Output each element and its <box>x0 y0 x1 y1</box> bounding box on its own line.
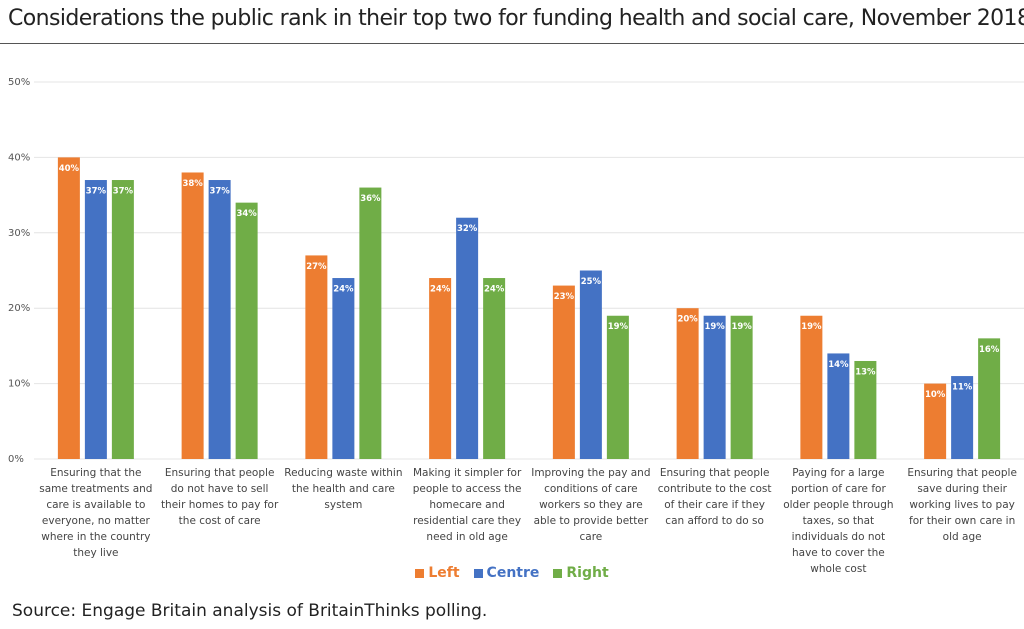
bar <box>978 338 1001 459</box>
x-tick-label: Ensuring that people save during their w… <box>907 467 1017 543</box>
x-tick-label: Ensuring that the same treatments and ca… <box>39 467 153 559</box>
legend-item: Right <box>553 565 609 581</box>
x-tick-label: Improving the pay and conditions of care… <box>531 467 651 543</box>
bar <box>111 180 134 459</box>
y-tick-label: 10% <box>8 379 30 390</box>
data-label: 10% <box>925 390 946 400</box>
data-label: 11% <box>952 383 973 393</box>
data-label: 27% <box>306 262 327 272</box>
y-tick-label: 30% <box>8 228 30 239</box>
data-label: 36% <box>360 194 381 204</box>
bar <box>606 315 629 459</box>
bar <box>854 360 877 459</box>
data-label: 25% <box>581 277 602 287</box>
data-label: 19% <box>801 322 822 332</box>
legend-label: Left <box>428 565 460 581</box>
x-tick-label: Reducing waste within the health and car… <box>284 467 403 511</box>
legend-swatch <box>473 568 483 578</box>
bar <box>456 217 479 459</box>
bar <box>483 278 506 459</box>
bar <box>359 187 382 459</box>
chart-title: Considerations the public rank in their … <box>8 6 1024 31</box>
data-label: 13% <box>855 367 876 377</box>
bar <box>579 270 602 459</box>
y-tick-label: 50% <box>8 77 30 88</box>
bar <box>827 353 850 459</box>
x-tick-label: Ensuring that people contribute to the c… <box>657 467 772 527</box>
x-tick-label: Making it simpler for people to access t… <box>412 467 522 543</box>
legend-item: Left <box>415 565 460 581</box>
bar <box>332 278 355 459</box>
bar <box>924 383 947 459</box>
source-note: Source: Engage Britain analysis of Brita… <box>12 601 488 621</box>
data-label: 19% <box>704 322 725 332</box>
data-label: 19% <box>731 322 752 332</box>
data-label: 14% <box>828 360 849 370</box>
bar <box>730 315 753 459</box>
bar <box>703 315 726 459</box>
data-label: 24% <box>333 285 354 295</box>
data-label: 20% <box>677 315 698 325</box>
bar <box>800 315 823 459</box>
data-label: 16% <box>979 345 1000 355</box>
legend-swatch <box>415 568 425 578</box>
data-label: 37% <box>209 187 230 197</box>
bar <box>951 376 974 459</box>
y-tick-label: 0% <box>8 454 24 465</box>
y-tick-label: 20% <box>8 303 30 314</box>
bar <box>305 255 328 459</box>
bar <box>552 285 575 459</box>
legend-swatch <box>553 568 563 578</box>
data-label: 34% <box>236 209 257 219</box>
data-label: 38% <box>182 179 203 189</box>
legend-item: Centre <box>473 565 540 581</box>
legend-label: Right <box>566 565 609 581</box>
data-label: 37% <box>86 187 107 197</box>
bar <box>676 308 699 459</box>
x-tick-label: Paying for a large portion of care for o… <box>783 467 894 575</box>
legend: Left Centre Right <box>0 565 1024 581</box>
data-label: 24% <box>430 285 451 295</box>
bar <box>235 202 258 459</box>
data-label: 37% <box>113 187 134 197</box>
y-tick-label: 40% <box>8 152 30 163</box>
data-label: 24% <box>484 285 505 295</box>
x-tick-label: Ensuring that people do not have to sell… <box>160 467 279 527</box>
title-rule <box>0 43 1024 44</box>
bar <box>429 278 452 459</box>
legend-label: Centre <box>486 565 540 581</box>
bar <box>208 180 231 459</box>
bar <box>57 157 80 459</box>
bar <box>84 180 107 459</box>
data-label: 40% <box>59 164 80 174</box>
data-label: 32% <box>457 224 478 234</box>
data-label: 23% <box>554 292 575 302</box>
data-label: 19% <box>608 322 629 332</box>
bar <box>181 172 204 460</box>
